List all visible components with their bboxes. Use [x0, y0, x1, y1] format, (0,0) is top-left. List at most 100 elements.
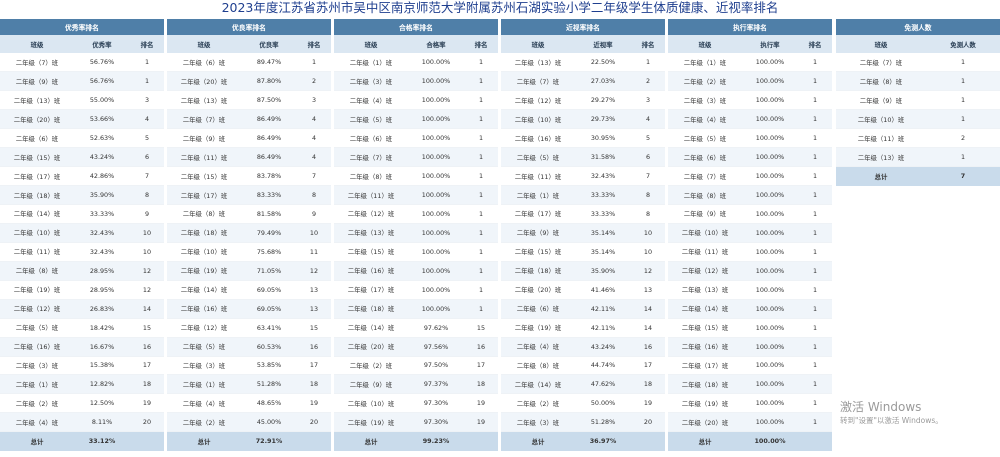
count-cell: 1 [926, 109, 1000, 130]
total-row: 总计 99.23% [334, 431, 498, 451]
exempt-table: 免测人数 班级 免测人数 二年级（7）班 1 二年级（8）班 1 二年级（9）班 1 二年级（10… [836, 19, 1000, 186]
class-name-cell: 二年级（15）班 [167, 166, 241, 187]
rank-cell: 1 [631, 53, 665, 73]
rank-cell: 1 [464, 204, 498, 224]
rank-cell: 19 [631, 393, 665, 414]
rate-cell: 100.00% [742, 242, 798, 262]
rank-cell: 3 [130, 90, 164, 111]
rank-cell: 12 [130, 280, 164, 300]
rate-cell: 60.53% [241, 337, 297, 357]
rate-cell: 97.50% [408, 356, 464, 376]
table-row: 二年级（6）班 52.63% 5 [0, 128, 164, 149]
rank-cell: 9 [130, 204, 164, 224]
total-rank-empty [631, 431, 665, 451]
rate-cell: 32.43% [74, 242, 130, 262]
table-row: 二年级（2）班 50.00% 19 [501, 393, 665, 414]
rank-cell: 13 [297, 299, 331, 319]
class-name-cell: 二年级（20）班 [501, 280, 575, 300]
ranking-table: 近视率排名 班级 近视率 排名 二年级（13）班 22.50% 1 二年级（7）班 27.03%… [501, 19, 665, 451]
rate-cell: 41.46% [575, 280, 631, 300]
class-name-cell: 二年级（17）班 [167, 185, 241, 205]
class-name-cell: 二年级（16）班 [668, 337, 742, 357]
rate-cell: 100.00% [742, 71, 798, 92]
rate-cell: 86.49% [241, 128, 297, 149]
rate-cell: 52.63% [74, 128, 130, 149]
rate-cell: 33.33% [74, 204, 130, 224]
table-row: 二年级（18）班 35.90% 8 [0, 185, 164, 205]
rate-cell: 100.00% [742, 356, 798, 376]
rank-cell: 20 [631, 412, 665, 433]
class-name-cell: 二年级（5）班 [501, 147, 575, 168]
count-cell: 1 [926, 71, 1000, 92]
ranking-table: 优秀率排名 班级 优秀率 排名 二年级（7）班 56.76% 1 二年级（9）班 56.76% 1… [0, 19, 164, 451]
table-row: 二年级（18）班 100.00% 1 [668, 374, 832, 395]
rate-cell: 100.00% [742, 318, 798, 338]
rate-cell: 26.83% [74, 299, 130, 319]
rate-cell: 100.00% [408, 71, 464, 92]
table-row: 二年级（10）班 1 [836, 109, 1000, 130]
rank-cell: 6 [130, 147, 164, 168]
table-row: 二年级（20）班 53.66% 4 [0, 109, 164, 130]
rank-cell: 18 [464, 374, 498, 395]
total-rank-empty [130, 431, 164, 451]
rank-cell: 1 [464, 53, 498, 73]
table-row: 二年级（7）班 86.49% 4 [167, 109, 331, 130]
rate-cell: 15.38% [74, 356, 130, 376]
class-name-cell: 二年级（14）班 [668, 299, 742, 319]
rank-cell: 16 [130, 337, 164, 357]
rate-cell: 18.42% [74, 318, 130, 338]
class-name-cell: 二年级（5）班 [334, 109, 408, 130]
rank-cell: 1 [464, 90, 498, 111]
table-row: 二年级（7）班 27.03% 2 [501, 71, 665, 92]
rank-cell: 1 [798, 204, 832, 224]
table-row: 二年级（4）班 8.11% 20 [0, 412, 164, 433]
column-header-rank: 排名 [297, 35, 331, 53]
table-row: 二年级（5）班 100.00% 1 [334, 109, 498, 130]
column-header-value: 近视率 [575, 35, 631, 53]
rate-cell: 12.50% [74, 393, 130, 414]
class-name-cell: 二年级（18）班 [167, 223, 241, 243]
rank-cell: 4 [631, 109, 665, 130]
column-header-rank: 排名 [798, 35, 832, 53]
table-row: 二年级（9）班 100.00% 1 [668, 204, 832, 224]
table-row: 二年级（8）班 44.74% 17 [501, 356, 665, 376]
table-row: 二年级（12）班 100.00% 1 [334, 204, 498, 224]
class-name-cell: 二年级（8）班 [334, 166, 408, 187]
rank-cell: 1 [464, 299, 498, 319]
table-row: 二年级（2）班 12.50% 19 [0, 393, 164, 414]
rate-cell: 28.95% [74, 261, 130, 281]
table-row: 二年级（11）班 32.43% 10 [0, 242, 164, 262]
rank-cell: 1 [798, 356, 832, 376]
class-name-cell: 二年级（4）班 [668, 109, 742, 130]
table-row: 二年级（14）班 47.62% 18 [501, 374, 665, 395]
rank-cell: 14 [631, 318, 665, 338]
table-row: 二年级（8）班 100.00% 1 [668, 185, 832, 205]
class-name-cell: 二年级（9）班 [836, 90, 926, 111]
class-name-cell: 二年级（9）班 [668, 204, 742, 224]
class-name-cell: 二年级（12）班 [334, 204, 408, 224]
rate-cell: 100.00% [742, 90, 798, 111]
rate-cell: 8.11% [74, 412, 130, 433]
rate-cell: 35.14% [575, 242, 631, 262]
class-name-cell: 二年级（8）班 [668, 185, 742, 205]
total-value: 99.23% [408, 431, 464, 451]
total-row: 总计 72.91% [167, 431, 331, 451]
class-name-cell: 二年级（13）班 [167, 90, 241, 111]
rank-cell: 10 [130, 242, 164, 262]
table-row: 二年级（12）班 26.83% 14 [0, 299, 164, 319]
class-name-cell: 二年级（2）班 [0, 393, 74, 414]
rate-cell: 100.00% [742, 412, 798, 433]
table-row: 二年级（5）班 18.42% 15 [0, 318, 164, 338]
table-row: 二年级（9）班 1 [836, 90, 1000, 111]
class-name-cell: 二年级（18）班 [668, 374, 742, 395]
table-row: 二年级（15）班 43.24% 6 [0, 147, 164, 168]
rank-cell: 1 [798, 299, 832, 319]
class-name-cell: 二年级（10）班 [668, 223, 742, 243]
class-name-cell: 二年级（14）班 [0, 204, 74, 224]
table-row: 二年级（19）班 71.05% 12 [167, 261, 331, 281]
table-row: 二年级（11）班 100.00% 1 [668, 242, 832, 262]
class-name-cell: 二年级（11）班 [668, 242, 742, 262]
class-name-cell: 二年级（20）班 [167, 71, 241, 92]
table-row: 二年级（6）班 100.00% 1 [334, 128, 498, 149]
table-title: 优秀率排名 [0, 19, 164, 35]
